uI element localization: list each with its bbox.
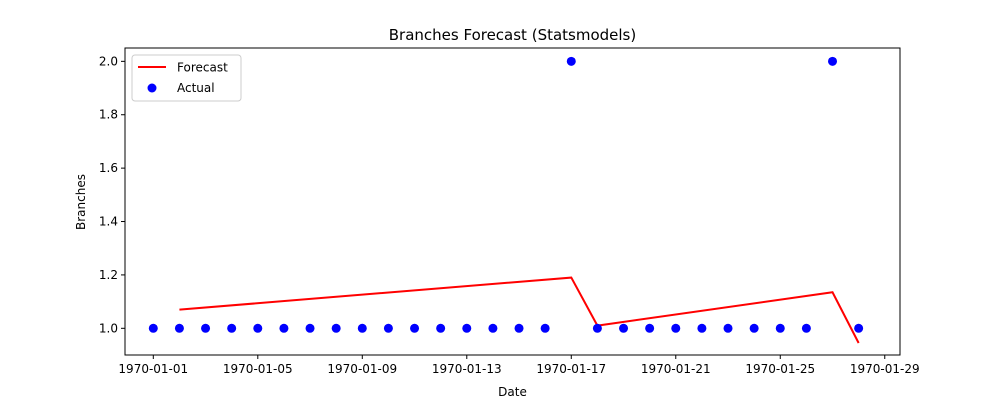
y-axis-label: Branches	[74, 174, 88, 230]
actual-point	[775, 323, 785, 333]
actual-point	[253, 323, 263, 333]
actual-point	[645, 323, 655, 333]
actual-point	[410, 323, 420, 333]
x-tick-label: 1970-01-09	[327, 362, 397, 376]
actual-point	[723, 323, 733, 333]
x-axis-label: Date	[498, 385, 527, 399]
actual-point	[383, 323, 393, 333]
y-tick-label: 1.2	[99, 268, 118, 282]
actual-point	[331, 323, 341, 333]
chart-title: Branches Forecast (Statsmodels)	[389, 26, 636, 44]
y-tick-label: 2.0	[99, 54, 118, 68]
actual-point	[436, 323, 446, 333]
y-tick-label: 1.4	[99, 215, 118, 229]
actual-point	[305, 323, 315, 333]
plot-area: 1970-01-01 1970-01-05 1970-01-09 1970-01-13…	[99, 47, 920, 376]
x-tick-label: 1970-01-25	[745, 362, 815, 376]
actual-point	[174, 323, 184, 333]
legend-actual-swatch	[147, 83, 157, 93]
actual-point	[671, 323, 681, 333]
actual-point	[801, 323, 811, 333]
legend-actual-label: Actual	[177, 81, 215, 95]
actual-point	[488, 323, 498, 333]
actual-point	[749, 323, 759, 333]
actual-point	[227, 323, 237, 333]
actual-point	[619, 323, 629, 333]
actual-point	[357, 323, 367, 333]
y-tick-label: 1.6	[99, 161, 118, 175]
axes-frame	[124, 47, 901, 356]
x-tick-label: 1970-01-17	[536, 362, 606, 376]
actual-point	[279, 323, 289, 333]
actual-point	[566, 56, 576, 66]
x-tick-label: 1970-01-13	[432, 362, 502, 376]
legend: Forecast Actual	[131, 54, 242, 102]
actual-point	[697, 323, 707, 333]
actual-point	[514, 323, 524, 333]
actual-point	[854, 323, 864, 333]
x-tick-label: 1970-01-21	[641, 362, 711, 376]
x-tick-label: 1970-01-29	[850, 362, 920, 376]
actual-point	[201, 323, 211, 333]
x-tick-label: 1970-01-01	[118, 362, 188, 376]
actual-point	[540, 323, 550, 333]
actual-point	[592, 323, 602, 333]
actual-point	[462, 323, 472, 333]
y-tick-label: 1.8	[99, 108, 118, 122]
legend-forecast-label: Forecast	[177, 61, 228, 75]
x-tick-label: 1970-01-05	[223, 362, 293, 376]
actual-point	[148, 323, 158, 333]
y-tick-label: 1.0	[99, 321, 118, 335]
actual-point	[828, 56, 838, 66]
